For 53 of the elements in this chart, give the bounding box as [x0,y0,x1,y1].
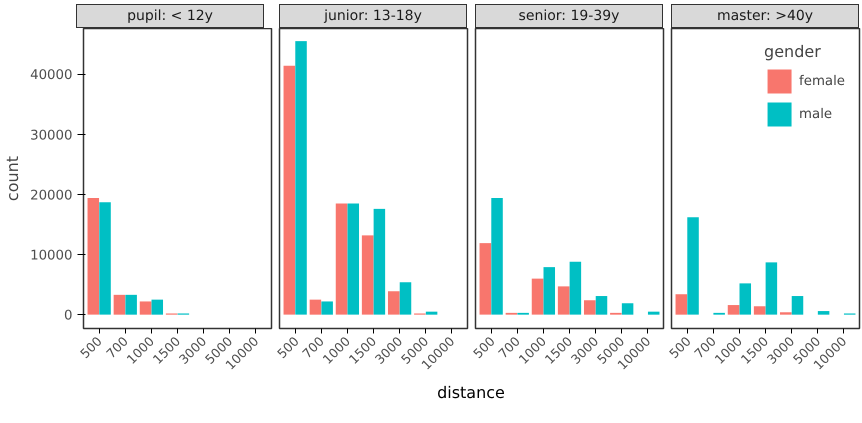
bar [687,217,699,315]
bar [570,262,582,315]
chart-title: junior: 13-18y [324,7,422,26]
bar [596,296,608,315]
bar [740,283,752,315]
legend-label: female [799,72,845,90]
bar [348,203,360,315]
bar [676,294,688,315]
y-tick-label: 20000 [30,188,73,204]
bar [140,301,152,315]
bar [99,202,111,315]
bar [88,198,100,315]
bar [622,303,634,315]
y-tick-label: 10000 [30,248,73,264]
bar [728,305,740,315]
x-axis-title: distance [437,382,505,404]
bar [544,267,556,315]
y-tick-label: 30000 [30,128,73,144]
bar [426,312,438,315]
y-tick-label: 0 [64,308,73,324]
bar [754,306,766,315]
bar [766,262,778,315]
bar [284,66,296,315]
bar [152,300,164,315]
chart-title: master: >40y [716,7,814,26]
bar [374,208,386,315]
y-axis-title: count [3,156,22,202]
bar [362,235,374,315]
bar [114,294,126,315]
bar [388,291,400,315]
bar [125,294,137,315]
chart-title: senior: 19-39y [518,7,620,26]
legend-label: male [799,106,832,124]
bar [336,203,348,315]
bar [584,300,596,315]
bar [321,301,333,315]
bar [648,312,660,315]
x-tick-label: 500 [77,334,105,362]
bar [532,278,544,315]
bar [491,198,503,315]
x-tick-label: 500 [666,334,694,362]
chart-title: pupil: < 12y [127,7,213,26]
bar [295,41,307,315]
bar [558,286,570,315]
bar [400,282,412,315]
y-tick-label: 40000 [30,68,73,84]
bar [792,296,804,315]
bar [310,300,322,315]
x-tick-label: 500 [470,334,498,362]
x-tick-label: 500 [274,334,302,362]
bar [818,311,830,315]
bar [480,243,492,315]
legend-title: gender [764,42,822,61]
